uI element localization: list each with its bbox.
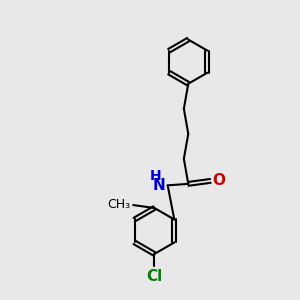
Text: CH₃: CH₃: [108, 198, 131, 211]
Text: N: N: [153, 178, 166, 193]
Text: Cl: Cl: [146, 269, 163, 284]
Text: H: H: [149, 169, 161, 183]
Text: O: O: [213, 173, 226, 188]
